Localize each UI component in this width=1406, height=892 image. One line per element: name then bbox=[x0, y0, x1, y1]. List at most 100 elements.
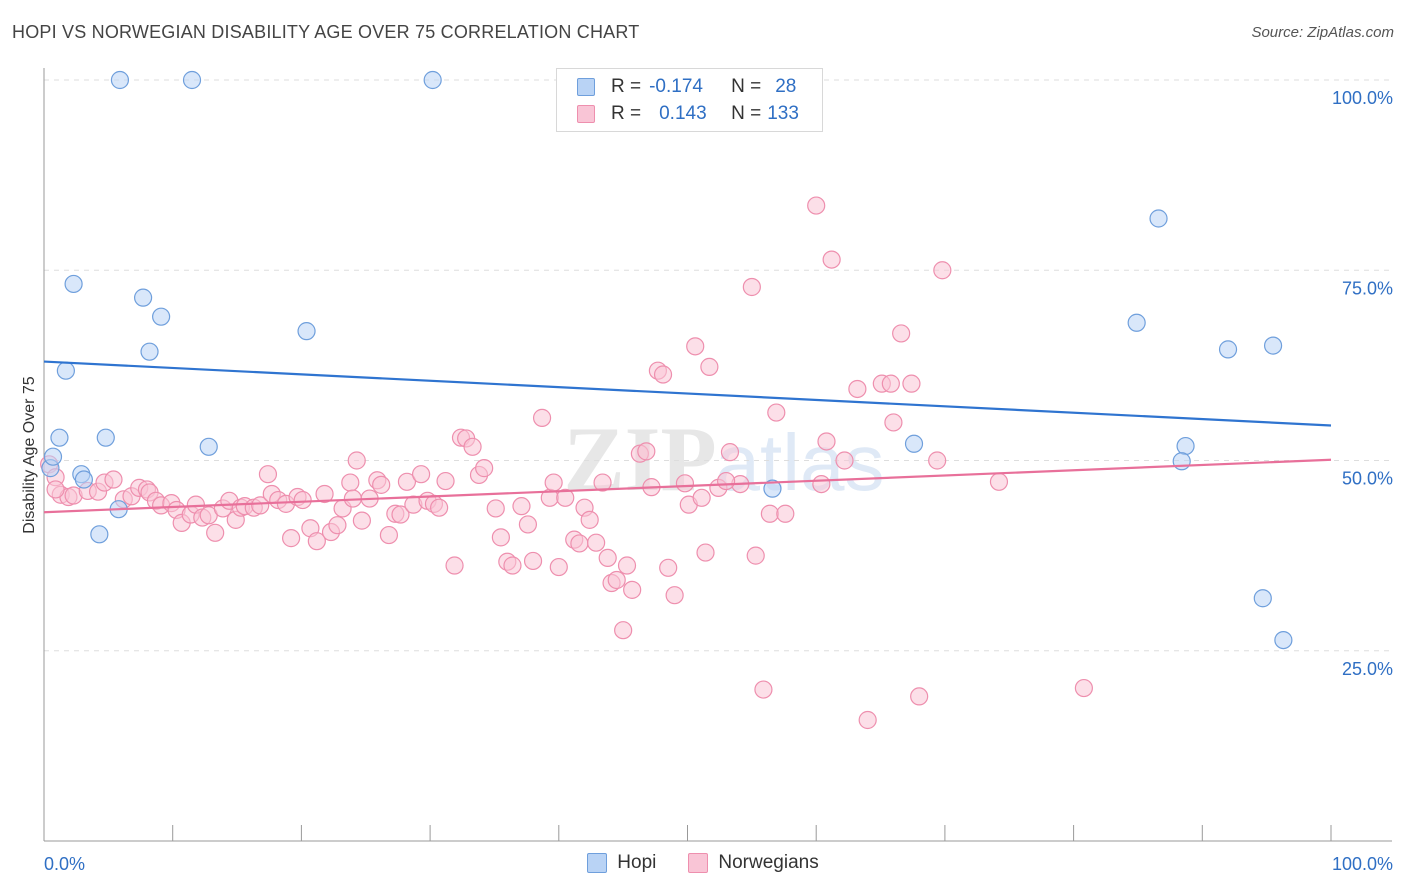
hopi-point bbox=[1172, 452, 1191, 471]
norwegians-point bbox=[746, 546, 765, 565]
norwegians-point bbox=[933, 261, 952, 280]
hopi-point bbox=[1263, 336, 1283, 355]
hopi-point bbox=[56, 361, 75, 380]
legend-row-hopi: R = -0.174 N = 28 bbox=[577, 74, 796, 100]
norwegians-point bbox=[347, 451, 366, 470]
norwegians-point bbox=[104, 470, 123, 489]
legend-row-norwegians: R = 0.143 N = 133 bbox=[577, 101, 799, 127]
norwegians-point bbox=[696, 543, 715, 562]
norwegians-point bbox=[623, 580, 642, 599]
norwegians-point bbox=[315, 484, 334, 504]
y-tick-label: 100.0% bbox=[1332, 88, 1393, 108]
norwegians-point bbox=[206, 523, 225, 542]
trend-lines bbox=[43, 360, 1332, 514]
norwegians-point bbox=[700, 357, 719, 376]
norwegians-point bbox=[328, 516, 347, 535]
y-tick-labels: 25.0% 50.0% 75.0% 100.0% bbox=[1332, 88, 1393, 679]
norwegians-point bbox=[822, 250, 841, 269]
norwegians-point bbox=[665, 586, 684, 605]
x-tick-label: 0.0% bbox=[44, 854, 85, 874]
legend-item-hopi: Hopi bbox=[587, 852, 656, 874]
norwegians-point bbox=[659, 558, 678, 577]
norwegians-point bbox=[598, 548, 617, 568]
watermark-atlas: atlas bbox=[716, 418, 885, 507]
norwegians-point bbox=[391, 505, 410, 524]
norwegians-point bbox=[835, 451, 854, 470]
hopi-point bbox=[423, 70, 442, 90]
norwegians-point bbox=[881, 374, 900, 393]
x-tick-labels: 0.0% 100.0% bbox=[44, 854, 1393, 874]
hopi-point bbox=[74, 470, 93, 489]
y-tick-label: 50.0% bbox=[1342, 469, 1393, 489]
norwegians-point bbox=[720, 443, 740, 462]
norwegians-point bbox=[491, 528, 510, 547]
norwegians-point bbox=[884, 413, 903, 432]
norwegians-point bbox=[686, 337, 705, 356]
hopi-n-label: N = bbox=[731, 76, 762, 97]
norwegians-point bbox=[251, 496, 270, 515]
norwegians-point bbox=[372, 475, 391, 494]
norwegians-point bbox=[902, 374, 921, 393]
hopi-point bbox=[96, 428, 115, 447]
hopi-point bbox=[50, 428, 69, 447]
source-label: Source: ZipAtlas.com bbox=[1251, 24, 1394, 41]
hopi-trend-line bbox=[43, 360, 1332, 427]
hopi-legend-swatch bbox=[587, 853, 608, 873]
norwegians-point bbox=[430, 498, 449, 517]
norwegians-point bbox=[928, 451, 947, 470]
norwegians-point bbox=[570, 534, 589, 553]
norwegians-point bbox=[549, 557, 568, 577]
hopi-point bbox=[182, 70, 202, 90]
hopi-point bbox=[1127, 313, 1146, 332]
nor-r-label: R = bbox=[611, 103, 642, 124]
norwegians-point bbox=[436, 471, 455, 491]
hopi-point bbox=[90, 525, 109, 544]
hopi-point bbox=[1176, 436, 1195, 456]
norwegians-point bbox=[282, 529, 301, 548]
nor-n-value: 133 bbox=[767, 103, 799, 124]
hopi-point bbox=[199, 437, 218, 456]
hopi-point bbox=[1149, 209, 1168, 228]
norwegians-point bbox=[675, 474, 695, 493]
norwegians-point bbox=[397, 472, 417, 491]
y-axis-label: Disability Age Over 75 bbox=[21, 376, 38, 534]
norwegians-point bbox=[607, 570, 626, 590]
norwegians-point bbox=[379, 525, 399, 545]
hopi-legend-label: Hopi bbox=[617, 852, 657, 873]
norwegians-point bbox=[486, 499, 505, 518]
hopi-point bbox=[1218, 340, 1238, 359]
norwegians-point bbox=[754, 680, 773, 699]
norwegians-point bbox=[717, 471, 736, 491]
x-tick-label: 100.0% bbox=[1332, 854, 1393, 874]
norwegians-point bbox=[858, 710, 877, 730]
y-tick-label: 75.0% bbox=[1342, 278, 1393, 298]
norwegians-point bbox=[776, 504, 795, 523]
norwegians-point bbox=[532, 408, 552, 427]
nor-n-label: N = bbox=[731, 103, 762, 124]
norwegians-point bbox=[587, 533, 606, 552]
hopi-point bbox=[297, 322, 316, 341]
norwegians-point bbox=[760, 504, 779, 523]
norwegians-point bbox=[518, 515, 538, 534]
chart-title: HOPI VS NORWEGIAN DISABILITY AGE OVER 75… bbox=[12, 22, 640, 42]
norwegians-point bbox=[445, 556, 464, 575]
norwegians-point bbox=[910, 687, 929, 706]
hopi-r-value: -0.174 bbox=[649, 76, 703, 97]
hopi-point bbox=[110, 70, 130, 90]
norwegians-point bbox=[637, 442, 656, 461]
norwegians-point bbox=[817, 432, 836, 451]
hopi-points bbox=[41, 70, 1293, 650]
hopi-point bbox=[904, 434, 924, 453]
hopi-point bbox=[152, 307, 171, 326]
norwegians-point bbox=[580, 510, 599, 529]
norwegians-point bbox=[653, 365, 673, 384]
norwegians-point bbox=[989, 472, 1009, 491]
norwegians-point bbox=[523, 551, 543, 571]
norwegians-point bbox=[46, 480, 65, 499]
norwegians-point bbox=[593, 473, 612, 492]
norwegians-swatch bbox=[577, 105, 595, 123]
norwegians-point bbox=[307, 532, 326, 551]
hopi-r-label: R = bbox=[611, 76, 642, 97]
norwegians-legend-swatch bbox=[688, 853, 709, 873]
